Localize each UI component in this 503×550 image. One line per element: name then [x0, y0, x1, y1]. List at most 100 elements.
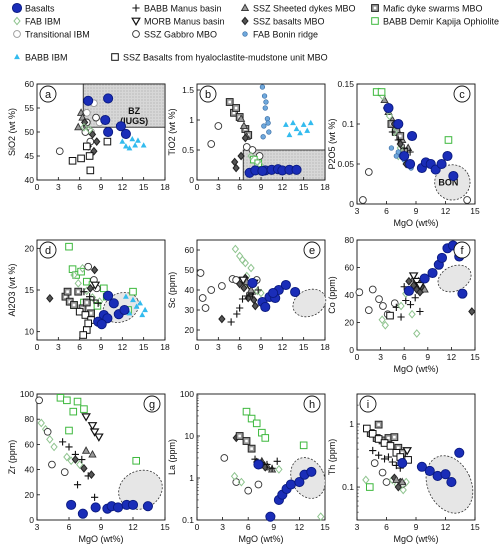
data-point [257, 165, 268, 177]
x-tick-label: 0 [195, 522, 200, 532]
data-point [81, 311, 90, 319]
data-point [237, 477, 246, 487]
data-point [261, 123, 267, 129]
data-point [90, 281, 101, 291]
data-point [440, 469, 451, 480]
legend-item-morb-manus-basin: MORB Manus basin [131, 17, 225, 27]
x-tick-label: 15 [470, 522, 480, 532]
data-point [397, 313, 405, 321]
y-tick-label: 0 [189, 175, 194, 185]
panel-b: 0 3 6 9 12 15 18 0 0.5 1 1.5 TiO2 (wt %) b [167, 83, 330, 192]
data-point [46, 293, 54, 303]
data-point [103, 290, 114, 301]
series-mafic-dyke-swarms-mbo [235, 432, 256, 453]
y-tick-label: 0.1 [182, 515, 194, 525]
y-tick-label: 0 [349, 199, 354, 209]
data-point [88, 130, 97, 139]
data-point [55, 147, 64, 156]
y-tick-label: 20 [25, 490, 35, 500]
y-tick-label: 1 [349, 419, 354, 429]
data-point [218, 282, 226, 290]
legend-item-transitional-ibm: Transitional IBM [13, 30, 90, 40]
y-axis-label: Sc (ppm) [167, 272, 177, 309]
data-point [251, 301, 259, 311]
data-point [247, 277, 258, 289]
series-basalts [247, 277, 301, 313]
legend-label: Transitional IBM [25, 30, 90, 40]
y-axis-label: Zr (ppm) [7, 440, 17, 475]
data-point [119, 138, 126, 144]
series-morb-manus-basin [408, 272, 425, 291]
data-point [380, 455, 389, 463]
data-point [232, 104, 241, 112]
data-point [214, 122, 223, 130]
data-point [132, 142, 139, 148]
data-point [398, 477, 407, 486]
series-babb-ibm [122, 293, 148, 318]
x-axis-label: MgO (wt%) [79, 534, 124, 544]
data-point [290, 286, 301, 298]
y-tick-label: 40 [345, 290, 355, 300]
x-tick-label: 3 [355, 206, 360, 216]
data-point [402, 477, 410, 487]
data-point [232, 163, 240, 173]
data-point [37, 418, 45, 428]
data-point [244, 486, 253, 495]
x-tick-label: 9 [425, 352, 430, 362]
series-babb-manus-basin [80, 288, 102, 307]
data-point [253, 459, 264, 470]
y-axis-label: Th (ppm) [327, 439, 337, 476]
legend-label: SSZ Basalts from hyaloclastite-mudstone … [123, 53, 328, 63]
data-point [63, 452, 71, 462]
data-point [231, 244, 240, 254]
x-tick-label: 6 [77, 182, 82, 192]
x-tick-label: 9 [99, 182, 104, 192]
series-babb-manus-basin [392, 283, 427, 321]
x-tick-label: 18 [160, 182, 170, 192]
data-point [300, 121, 307, 127]
x-axis-label: MgO (wt%) [394, 218, 439, 228]
field-box-label: BZ (IUGS) [120, 106, 148, 126]
data-point [264, 116, 271, 122]
legend-item-fab-bonin-ridge: FAB Bonin ridge [242, 30, 318, 40]
data-point [63, 396, 71, 405]
data-point [120, 128, 131, 139]
legend-label: FAB IBM [25, 17, 61, 27]
panel-letter: c [459, 89, 465, 101]
data-point [381, 320, 389, 330]
data-point [56, 393, 65, 402]
data-point [402, 447, 412, 456]
data-point [382, 478, 391, 486]
data-point [78, 455, 86, 464]
data-point [254, 480, 263, 489]
data-point [88, 449, 97, 458]
panel-g: 3 6 9 12 15 0 20 40 60 80 100 MgO (wt%) Zr (ppm) g [7, 389, 170, 544]
data-point [374, 420, 383, 429]
x-tick-label: 15 [470, 352, 480, 362]
data-point [408, 272, 419, 281]
series-basalts [93, 290, 130, 330]
data-point [89, 428, 100, 437]
data-point [254, 286, 262, 294]
data-point [127, 499, 139, 510]
data-point [230, 471, 239, 481]
data-point [282, 121, 289, 127]
data-point [407, 130, 418, 142]
x-tick-label: 15 [160, 522, 170, 532]
data-point [392, 475, 401, 483]
data-point [50, 442, 58, 452]
data-point [399, 485, 407, 495]
data-point [463, 196, 471, 204]
data-point [83, 95, 94, 106]
x-tick-label: 15 [320, 522, 330, 532]
data-point [68, 157, 77, 165]
data-point [96, 319, 107, 330]
data-point [100, 284, 108, 293]
data-point [285, 479, 296, 490]
data-point [261, 434, 270, 442]
series-basalts [244, 164, 302, 178]
y-axis-label: P2O5 (wt %) [327, 118, 337, 169]
x-tick-label: 0 [195, 182, 200, 192]
x-tick-label: 9 [259, 342, 264, 352]
data-point [218, 314, 226, 324]
